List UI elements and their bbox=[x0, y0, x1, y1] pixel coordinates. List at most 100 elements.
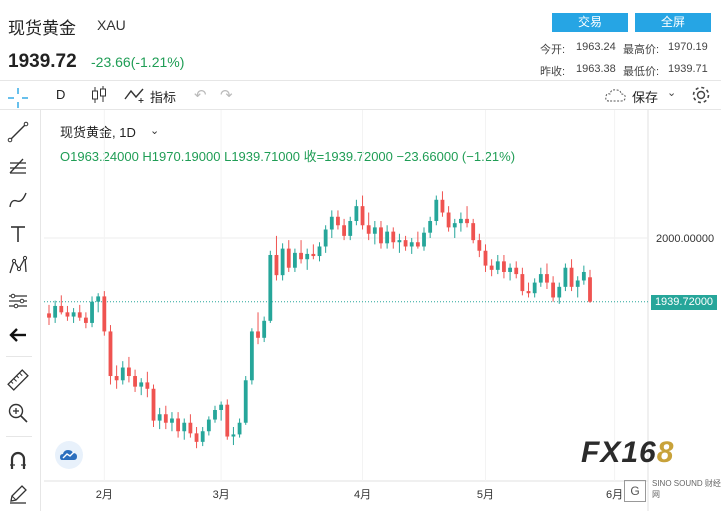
candle-body bbox=[108, 331, 113, 377]
left-toolbar-separator-2 bbox=[6, 436, 32, 437]
candle-body bbox=[520, 274, 525, 292]
x-tick-label: 2月 bbox=[96, 489, 113, 501]
candle-body bbox=[372, 227, 377, 234]
candle-body bbox=[489, 265, 494, 270]
candle-body bbox=[243, 380, 248, 423]
candle-body bbox=[256, 331, 260, 338]
candle-body bbox=[526, 291, 531, 294]
brush-icon[interactable] bbox=[4, 186, 32, 214]
crosshair-icon[interactable] bbox=[4, 84, 32, 112]
today-open-label: 今开: bbox=[540, 44, 566, 56]
candle-body bbox=[59, 305, 64, 313]
candle-body bbox=[379, 227, 383, 244]
ruler-icon[interactable] bbox=[4, 366, 32, 394]
fib-icon[interactable] bbox=[4, 152, 32, 180]
candle-body bbox=[163, 414, 168, 423]
high-value: 1970.19 bbox=[668, 41, 708, 53]
low-value: 1939.71 bbox=[668, 63, 708, 75]
candle-body bbox=[237, 422, 242, 435]
candle-body bbox=[262, 320, 267, 338]
candle-body bbox=[77, 312, 82, 318]
candle-body bbox=[514, 267, 519, 275]
candle-body bbox=[409, 242, 414, 247]
interval-button[interactable]: D bbox=[56, 87, 66, 102]
trade-button[interactable]: 交易 bbox=[552, 13, 628, 32]
save-button[interactable]: 保存 bbox=[632, 90, 659, 105]
candle-body bbox=[434, 199, 439, 222]
candle-style-icon[interactable] bbox=[90, 85, 108, 105]
candle-body bbox=[575, 280, 580, 287]
candle-body bbox=[83, 317, 88, 323]
watermark-subtitle: SINO SOUND 财经网 bbox=[652, 478, 721, 500]
low-label: 最低价: bbox=[623, 66, 660, 78]
text-icon[interactable] bbox=[4, 220, 32, 248]
indicator-icon[interactable] bbox=[124, 86, 146, 104]
x-tick-label: 4月 bbox=[354, 489, 371, 501]
candle-body bbox=[483, 250, 488, 266]
watermark-subtitle-text: SINO SOUND 财经网 bbox=[652, 479, 721, 499]
candle-body bbox=[538, 274, 543, 283]
fullscreen-button[interactable]: 全屏 bbox=[635, 13, 711, 32]
trend-line-icon[interactable] bbox=[4, 118, 32, 146]
candle-body bbox=[219, 404, 224, 410]
candle-body bbox=[65, 312, 70, 317]
candle-body bbox=[569, 267, 574, 287]
zoom-in-icon[interactable] bbox=[4, 399, 32, 427]
candle-body bbox=[200, 431, 205, 442]
candle-body bbox=[225, 404, 230, 437]
candle-body bbox=[397, 240, 402, 243]
left-toolbar-separator bbox=[6, 356, 32, 357]
candle-body bbox=[157, 414, 162, 421]
candle-body bbox=[428, 221, 433, 233]
watermark-seal-icon: G bbox=[624, 480, 646, 502]
measure-icon[interactable] bbox=[4, 287, 32, 315]
redo-icon[interactable]: ↷ bbox=[220, 87, 233, 104]
magnet-icon[interactable] bbox=[4, 446, 32, 474]
candle-body bbox=[102, 296, 107, 332]
candle-body bbox=[96, 296, 101, 302]
x-tick-label: 5月 bbox=[477, 489, 494, 501]
candle-body bbox=[557, 286, 562, 298]
candle-body bbox=[182, 422, 187, 432]
pattern-icon[interactable] bbox=[4, 252, 32, 280]
candle-body bbox=[47, 313, 51, 318]
chevron-down-icon[interactable]: ⌄ bbox=[667, 87, 677, 99]
back-arrow-icon[interactable] bbox=[4, 321, 32, 349]
pencil-lock-icon[interactable] bbox=[4, 480, 32, 508]
candle-body bbox=[342, 225, 346, 236]
settings-gear-icon[interactable] bbox=[690, 84, 712, 106]
x-tick-label: 3月 bbox=[213, 489, 230, 501]
x-tick-label: 6月 bbox=[606, 489, 623, 501]
candle-body bbox=[317, 246, 322, 257]
tradingview-badge[interactable] bbox=[55, 441, 83, 469]
candle-body bbox=[588, 277, 592, 302]
toolbar-bottom-divider bbox=[0, 109, 721, 110]
chart-title: 现货黄金, 1D bbox=[60, 125, 136, 140]
candle-body bbox=[151, 388, 156, 421]
candle-body bbox=[354, 206, 359, 222]
indicators-button[interactable]: 指标 bbox=[150, 90, 177, 105]
undo-icon[interactable]: ↶ bbox=[194, 87, 207, 104]
last-price: 1939.72 bbox=[8, 51, 77, 72]
candle-body bbox=[311, 253, 316, 257]
candle-body bbox=[329, 216, 334, 230]
candle-body bbox=[563, 267, 568, 287]
ohlc-readout: O1963.24000 H1970.19000 L1939.71000 收=19… bbox=[60, 149, 516, 164]
chart-title-chevron-icon[interactable]: ⌄ bbox=[150, 125, 160, 137]
candle-body bbox=[170, 418, 174, 423]
candle-body bbox=[293, 252, 297, 268]
prev-close-value: 1963.38 bbox=[576, 63, 616, 75]
candle-body bbox=[90, 301, 94, 323]
candle-body bbox=[532, 282, 537, 294]
candle-body bbox=[249, 331, 254, 381]
candle-body bbox=[139, 382, 144, 387]
candle-body bbox=[422, 232, 426, 247]
candle-body bbox=[495, 261, 500, 270]
last-price-tag: 1939.72000 bbox=[651, 295, 717, 310]
high-label: 最高价: bbox=[623, 44, 660, 56]
candle-body bbox=[145, 382, 150, 389]
candle-body bbox=[551, 282, 556, 298]
candle-body bbox=[446, 212, 451, 228]
candle-body bbox=[471, 223, 476, 241]
